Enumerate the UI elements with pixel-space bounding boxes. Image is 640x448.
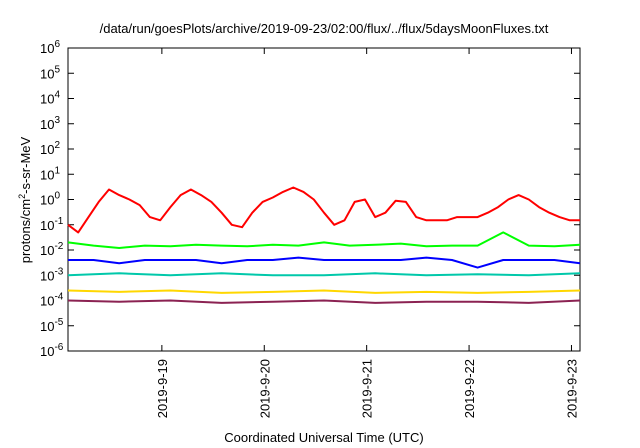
y-tick-label: 101 <box>40 165 60 182</box>
series-line-2 <box>68 256 581 269</box>
y-tick-label: 106 <box>40 39 60 56</box>
x-tick-label: 2019-9-20 <box>257 359 272 418</box>
y-tick-label: 104 <box>40 90 60 107</box>
series-line-5 <box>67 299 581 304</box>
y-tick-label: 10-6 <box>40 342 64 359</box>
y-axis-label-unit: -s-sr-MeV <box>18 136 33 193</box>
y-axis-label-text: protons/cm <box>18 199 33 263</box>
y-tick-label: 10-5 <box>40 317 64 334</box>
series-line-3 <box>67 272 581 277</box>
chart-title: /data/run/goesPlots/archive/2019-09-23/0… <box>100 21 549 36</box>
y-tick-label: 10-2 <box>40 241 64 258</box>
y-tick-label: 100 <box>40 191 60 208</box>
y-tick-label: 10-4 <box>40 292 64 309</box>
x-tick-label: 2019-9-23 <box>564 359 579 418</box>
x-tick-label: 2019-9-22 <box>462 359 477 418</box>
y-tick-label: 10-3 <box>40 266 64 283</box>
series-line-4 <box>67 289 581 294</box>
series-line-0 <box>67 186 580 234</box>
y-tick-label: 103 <box>40 115 60 132</box>
y-axis-label-superscript: 2 <box>17 194 27 199</box>
y-tick-label: 105 <box>40 64 60 81</box>
series-line-1 <box>67 231 581 249</box>
x-tick-label: 2019-9-21 <box>360 359 375 418</box>
plot-series <box>67 186 581 304</box>
y-tick-label: 102 <box>40 140 60 157</box>
y-axis: 10-6 10-5 10-4 10-3 10-2 10-1 100 101 102 103 104 1… <box>40 39 580 359</box>
y-axis-label: protons/cm2-s-sr-MeV <box>17 136 33 263</box>
x-tick-label: 2019-9-19 <box>155 359 170 418</box>
plot-frame <box>67 47 581 352</box>
x-axis: 2019-9-19 2019-9-20 2019-9-21 2019-9-22 2019… <box>155 48 579 418</box>
x-axis-label: Coordinated Universal Time (UTC) <box>224 430 423 445</box>
y-tick-label: 10-1 <box>40 216 64 233</box>
